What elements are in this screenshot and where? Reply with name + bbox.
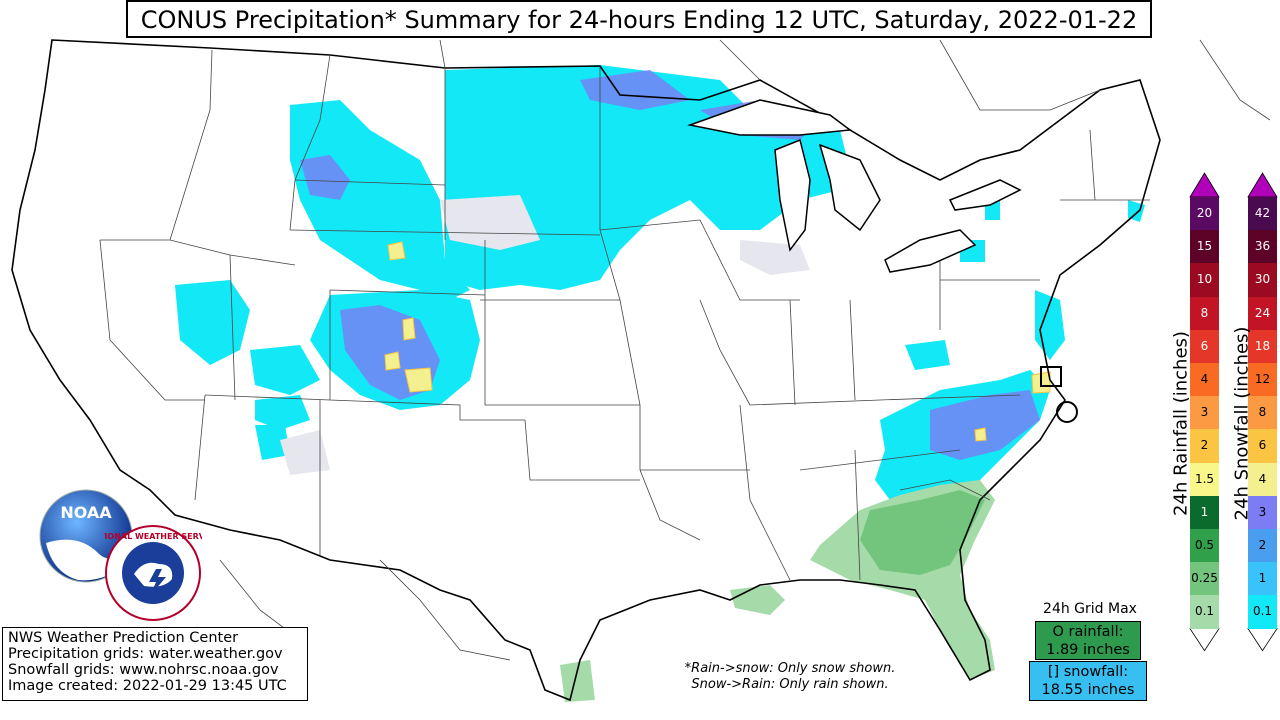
snowfall-colorbar-level: 30 bbox=[1248, 263, 1277, 297]
snowfall-colorbar-level: 0.1 bbox=[1248, 595, 1277, 629]
rainfall-colorbar-level: 20 bbox=[1190, 197, 1219, 231]
snowfall-max-marker bbox=[1040, 366, 1062, 387]
snowfall-colorbar-level: 3 bbox=[1248, 495, 1277, 529]
footnote: *Rain->snow: Only snow shown. Snow->Rain… bbox=[640, 661, 940, 693]
noaa-logo-text: NOAA bbox=[60, 503, 112, 522]
grid-max-snowfall-label: [] snowfall: bbox=[1047, 664, 1129, 680]
credits-box: NWS Weather Prediction Center Precipitat… bbox=[2, 627, 308, 701]
snowfall-colorbar-level: 2 bbox=[1248, 529, 1277, 563]
rainfall-colorbar-level: 15 bbox=[1190, 230, 1219, 264]
grid-max-rainfall-label: O rainfall: bbox=[1052, 624, 1124, 640]
nws-logo: NATIONAL WEATHER SERVICE bbox=[104, 525, 202, 621]
nws-logo-text: NATIONAL WEATHER SERVICE bbox=[104, 532, 202, 541]
snowfall-colorbar-level: 12 bbox=[1248, 363, 1277, 397]
rainfall-colorbar-level: 1 bbox=[1190, 495, 1219, 529]
credit-line: Precipitation grids: water.weather.gov bbox=[8, 646, 283, 662]
footnote-line: Snow->Rain: Only rain shown. bbox=[691, 677, 889, 692]
snowfall-colorbar-level: 18 bbox=[1248, 329, 1277, 363]
rainfall-colorbar-level: 0.5 bbox=[1190, 529, 1219, 563]
rainfall-colorbar-level: 4 bbox=[1190, 363, 1219, 397]
rainfall-colorbar-level: 6 bbox=[1190, 329, 1219, 363]
rainfall-colorbar-level: 3 bbox=[1190, 396, 1219, 430]
snowfall-max bbox=[384, 241, 1051, 442]
snowfall-colorbar-level: 24 bbox=[1248, 296, 1277, 330]
credit-line: NWS Weather Prediction Center bbox=[8, 630, 239, 646]
rainfall-max-marker bbox=[1056, 401, 1078, 423]
rainfall-colorbar-level: 0.25 bbox=[1190, 562, 1219, 596]
grid-max-snowfall-value: 18.55 inches bbox=[1041, 682, 1135, 698]
snowfall-colorbar-level: 8 bbox=[1248, 396, 1277, 430]
grid-max-title: 24h Grid Max bbox=[1043, 601, 1137, 617]
rainfall-colorbar-level: 1.5 bbox=[1190, 462, 1219, 496]
rainfall-areas bbox=[560, 480, 995, 702]
footnote-line: *Rain->snow: Only snow shown. bbox=[684, 661, 896, 676]
snowfall-colorbar-level: 1 bbox=[1248, 562, 1277, 596]
rainfall-colorbar-label: 24h Rainfall (inches) bbox=[1170, 331, 1192, 516]
snowfall-colorbar-label: 24h Snowfall (inches) bbox=[1231, 326, 1253, 521]
trace-precip bbox=[280, 195, 810, 475]
snowfall-colorbar-level: 42 bbox=[1248, 197, 1277, 231]
snowfall-colorbar-level: 4 bbox=[1248, 462, 1277, 496]
snowfall-colorbar-level: 36 bbox=[1248, 230, 1277, 264]
credit-line: Snowfall grids: www.nohrsc.noaa.gov bbox=[8, 662, 279, 678]
great-lakes bbox=[687, 99, 1022, 273]
credit-line: Image created: 2022-01-29 13:45 UTC bbox=[8, 678, 287, 694]
rainfall-colorbar-level: 0.1 bbox=[1190, 595, 1219, 629]
page-title: CONUS Precipitation* Summary for 24-hour… bbox=[126, 0, 1152, 38]
rainfall-colorbar-level: 2 bbox=[1190, 429, 1219, 463]
snowfall-colorbar-level: 6 bbox=[1248, 429, 1277, 463]
rainfall-colorbar-level: 8 bbox=[1190, 296, 1219, 330]
grid-max-rainfall-value: 1.89 inches bbox=[1046, 642, 1130, 658]
boundaries bbox=[11, 39, 1271, 702]
rainfall-colorbar-level: 10 bbox=[1190, 263, 1219, 297]
grid-max-snowfall: [] snowfall: 18.55 inches bbox=[1029, 661, 1147, 701]
grid-max-rainfall: O rainfall: 1.89 inches bbox=[1035, 621, 1141, 660]
